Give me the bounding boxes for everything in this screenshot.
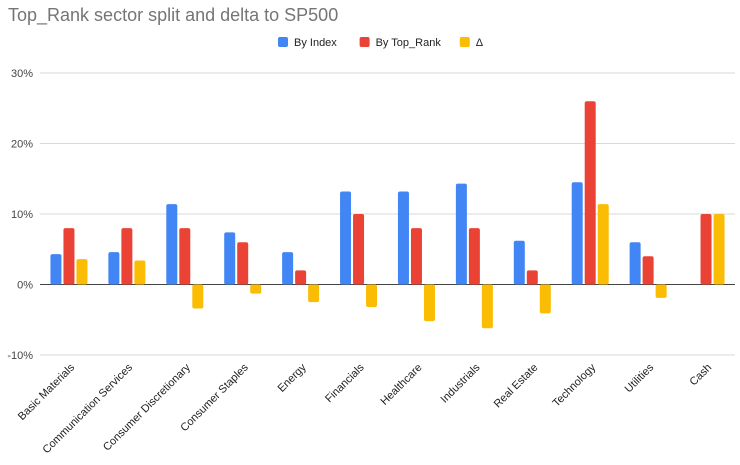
legend-label: By Index — [294, 37, 337, 49]
y-tick-label: 20% — [11, 139, 33, 151]
legend-swatch — [359, 37, 370, 47]
x-tick-label: Energy — [276, 361, 309, 394]
bar-by-index — [571, 182, 583, 285]
bar-by-index — [340, 191, 352, 285]
bar-by-top-rank — [179, 228, 191, 285]
bar-delta — [192, 284, 204, 309]
x-tick-label: Healthcare — [378, 362, 424, 408]
chart-title: Top_Rank sector split and delta to SP500 — [8, 5, 338, 26]
bar-by-top-rank — [295, 270, 307, 285]
x-tick-label: Financials — [323, 361, 367, 405]
bar-by-index — [455, 183, 467, 285]
bar-delta — [539, 284, 551, 314]
bar-by-index — [629, 242, 641, 285]
bar-delta — [481, 284, 493, 329]
x-tick-label: Real Estate — [492, 362, 541, 411]
y-tick-label: -10% — [7, 350, 33, 362]
bar-delta — [597, 204, 609, 285]
bar-delta — [76, 259, 88, 285]
bar-delta — [713, 214, 725, 285]
legend: By Index By Top_Rank Δ — [278, 37, 484, 49]
bar-by-top-rank — [237, 242, 249, 285]
bars — [50, 101, 725, 329]
y-tick-label: 30% — [11, 68, 33, 80]
bar-by-index — [513, 240, 525, 285]
bar-by-top-rank — [410, 228, 422, 285]
x-tick-label: Utilities — [623, 361, 657, 395]
bar-by-top-rank — [584, 101, 596, 285]
bar-by-index — [108, 252, 120, 285]
y-axis: -10% 0% 10% 20% 30% — [7, 68, 33, 362]
bar-delta — [366, 284, 378, 308]
bar-delta — [423, 284, 435, 322]
y-tick-label: 10% — [11, 209, 33, 221]
bar-by-top-rank — [526, 270, 538, 285]
bar-delta — [250, 284, 262, 294]
legend-swatch — [278, 37, 288, 47]
bar-by-index — [282, 252, 294, 285]
x-tick-label: Technology — [550, 361, 598, 409]
bar-by-index — [397, 191, 409, 285]
bar-delta — [308, 284, 320, 303]
x-tick-label: Industrials — [439, 361, 483, 405]
bar-by-top-rank — [63, 228, 75, 285]
y-tick-label: 0% — [17, 280, 33, 292]
bar-by-index — [166, 204, 178, 285]
legend-label: By Top_Rank — [376, 37, 442, 49]
legend-label: Δ — [476, 37, 484, 49]
x-tick-label: Basic Materials — [16, 361, 78, 423]
bar-by-top-rank — [353, 214, 365, 285]
legend-swatch — [459, 37, 470, 47]
bar-by-index — [224, 232, 236, 285]
bar-by-top-rank — [121, 228, 133, 285]
bar-by-top-rank — [642, 256, 654, 285]
bar-by-top-rank — [468, 228, 480, 285]
x-tick-label: Cash — [688, 362, 715, 389]
bar-by-top-rank — [700, 214, 712, 285]
bar-delta — [655, 284, 667, 298]
bar-by-index — [50, 254, 62, 285]
bar-delta — [134, 260, 146, 285]
grid-lines — [40, 72, 735, 356]
